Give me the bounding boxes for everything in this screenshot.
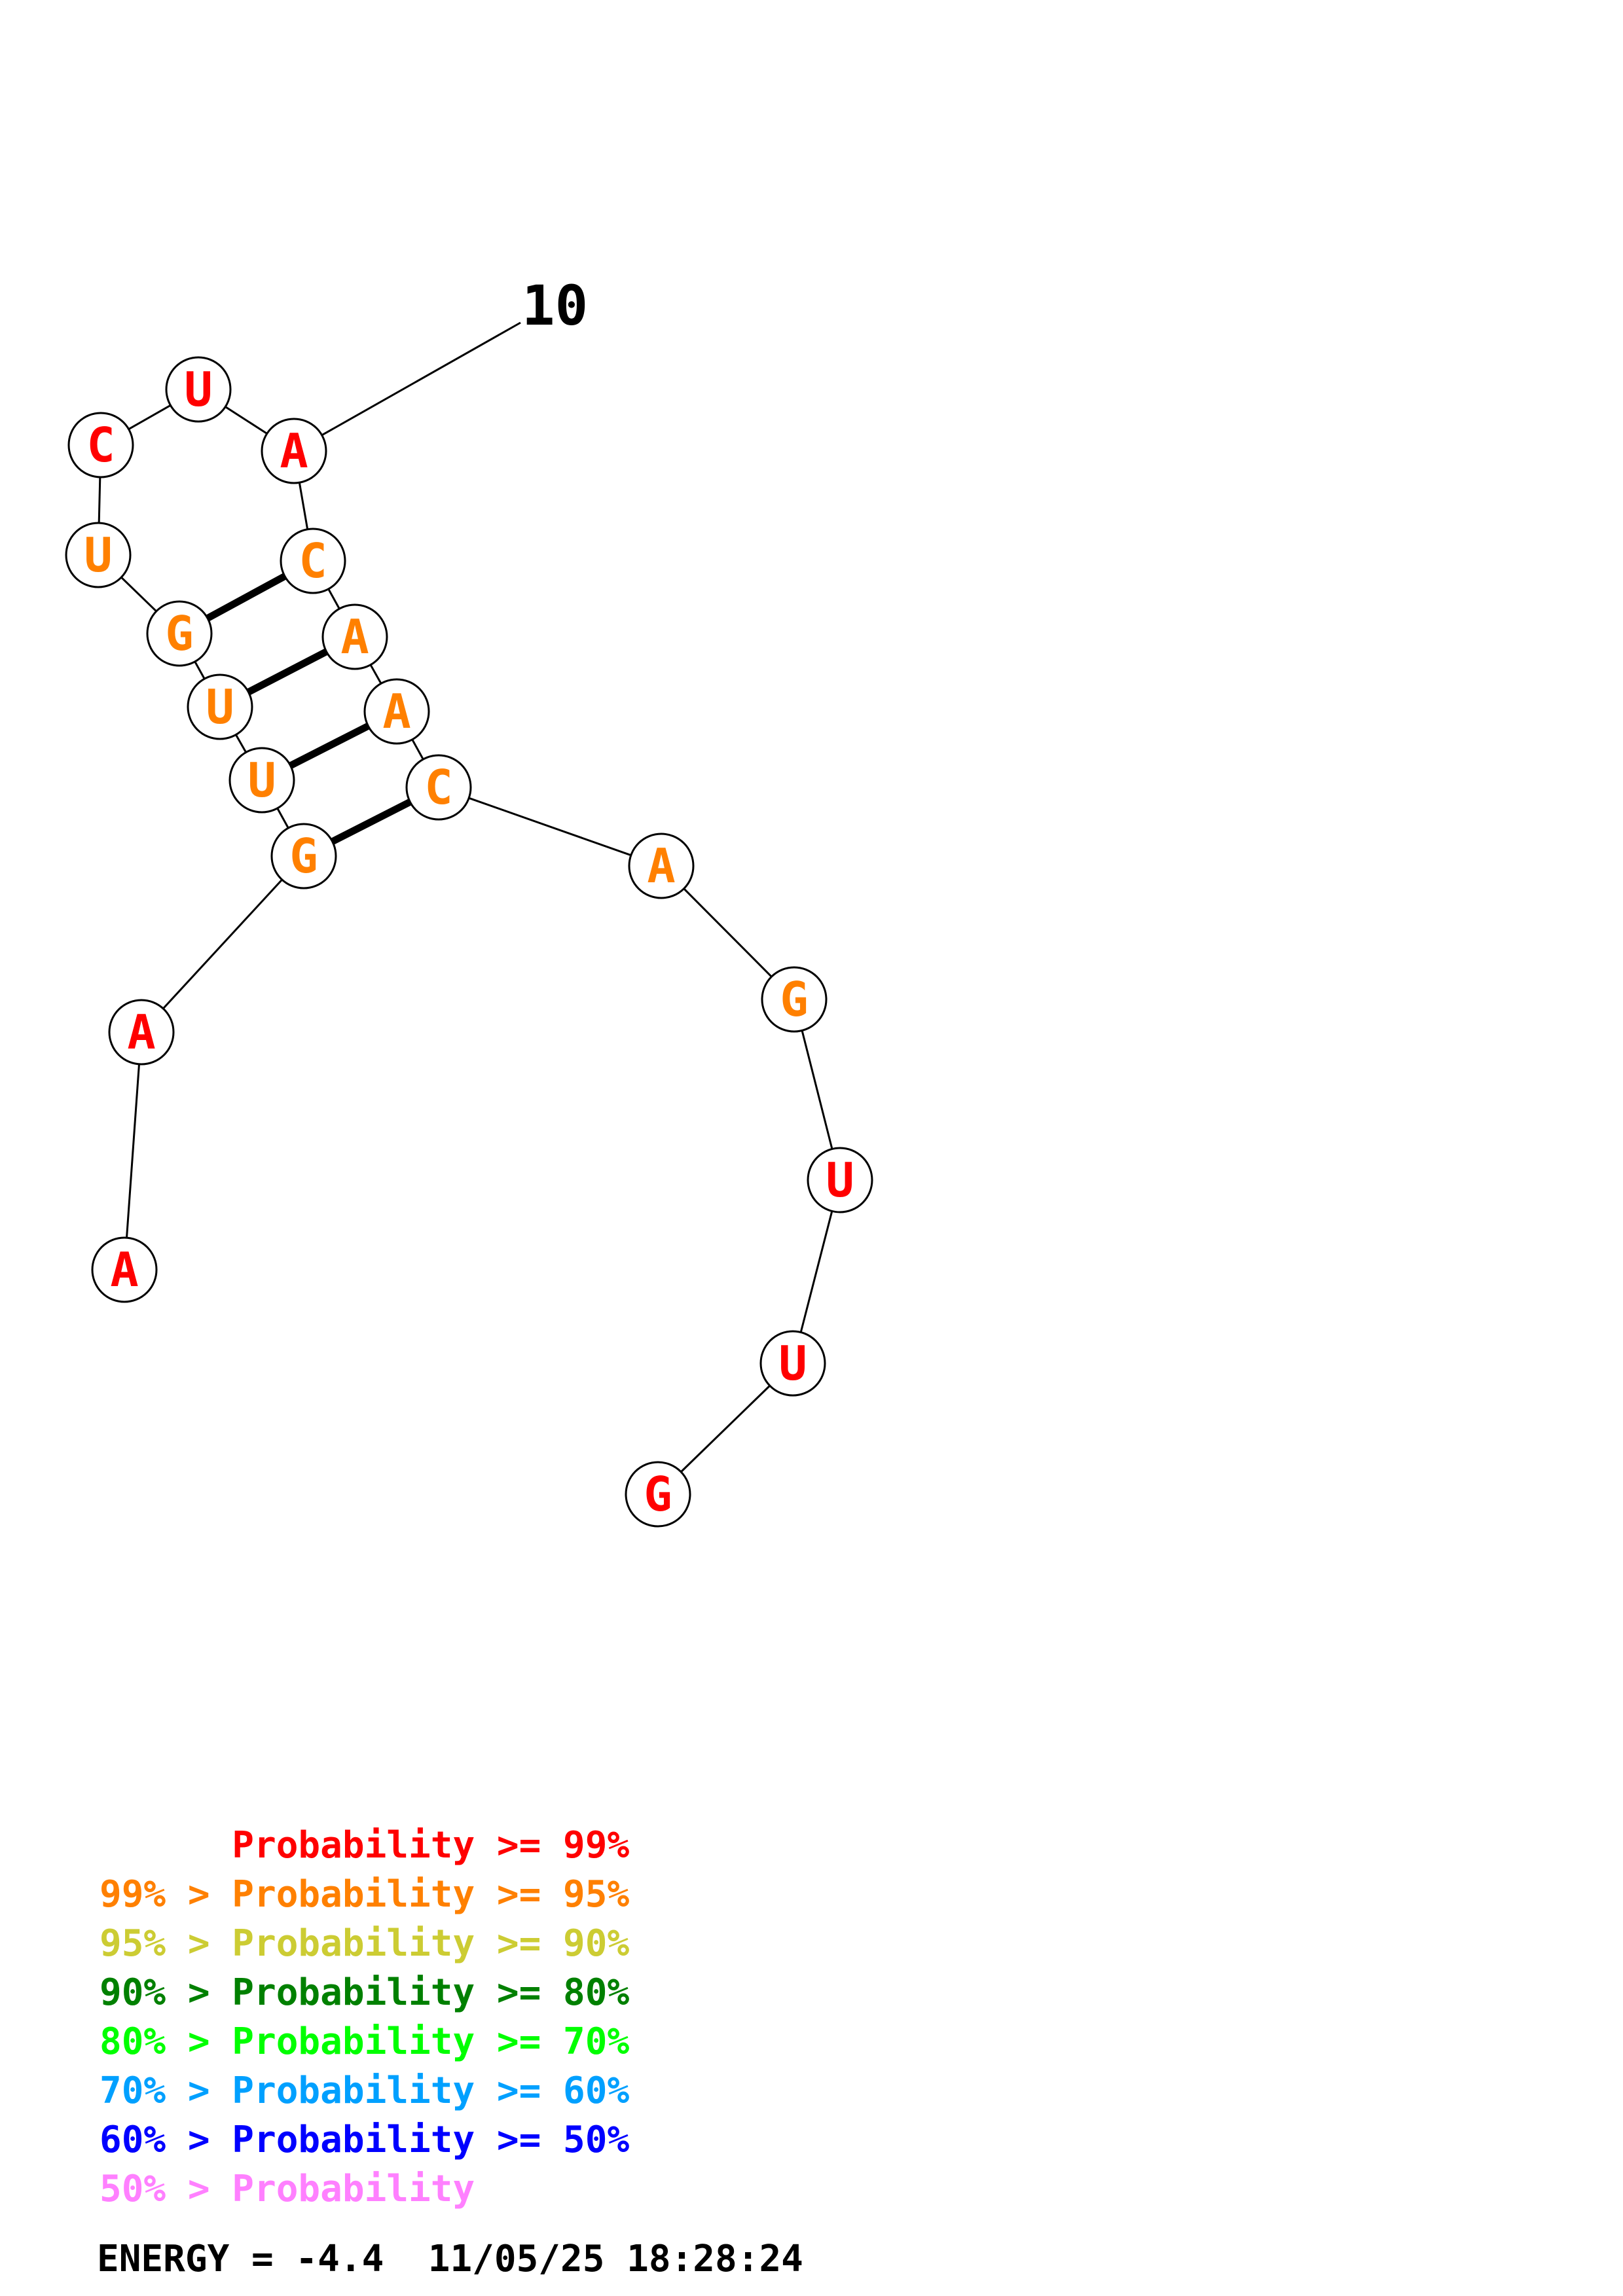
- nucleotide-circle: [807, 1147, 873, 1213]
- index-marker-label: 10: [522, 274, 588, 338]
- nucleotide-16: G: [761, 966, 828, 1033]
- backbone-link-12-13: [369, 664, 382, 685]
- backbone-link-10-11: [298, 482, 309, 529]
- nucleotide-15: A: [628, 833, 695, 899]
- legend-entry-2: 99% > Probability >= 95%: [100, 1873, 629, 1916]
- nucleotide-letter: A: [110, 1242, 138, 1297]
- nucleotide-letter: U: [826, 1153, 854, 1208]
- nucleotide-1: A: [91, 1236, 158, 1303]
- nucleotide-circle: [363, 678, 430, 745]
- nucleotide-letter: G: [165, 606, 193, 661]
- legend-entry-4: 90% > Probability >= 80%: [100, 1971, 629, 2014]
- nucleotide-7: U: [65, 522, 132, 588]
- base-pair-5-12: [246, 648, 329, 696]
- nucleotide-letter: U: [247, 753, 276, 808]
- backbone-link-5-6: [194, 661, 206, 679]
- energy-and-timestamp: ENERGY = -4.4 11/05/25 18:28:24: [97, 2238, 803, 2280]
- nucleotide-circle: [91, 1236, 158, 1303]
- nucleotide-letter: A: [340, 609, 369, 664]
- nucleotide-letter: C: [299, 533, 327, 588]
- nucleotide-8: C: [67, 412, 134, 478]
- nucleotide-circle: [108, 999, 175, 1066]
- backbone-layer: [98, 404, 833, 1473]
- backbone-link-6-7: [120, 576, 157, 613]
- nucleotide-letter: A: [127, 1005, 155, 1060]
- nucleotide-letter: A: [647, 838, 675, 893]
- nucleotide-circle: [628, 833, 695, 899]
- nucleotide-14: C: [405, 754, 472, 821]
- backbone-link-13-14: [411, 739, 424, 760]
- nucleotide-12: A: [321, 603, 388, 670]
- legend-entry-6: 70% > Probability >= 60%: [100, 2070, 629, 2112]
- nucleotide-4: U: [228, 747, 295, 814]
- backbone-link-15-16: [683, 888, 773, 978]
- backbone-link-17-18: [799, 1211, 833, 1333]
- nucleotide-10: A: [261, 418, 327, 484]
- base-pair-3-14: [331, 798, 412, 845]
- backbone-link-2-3: [162, 879, 283, 1009]
- nucleotide-circle: [405, 754, 472, 821]
- nucleotide-letter: U: [184, 362, 212, 417]
- backbone-link-1-2: [126, 1064, 140, 1238]
- nucleotide-letter: G: [644, 1467, 672, 1522]
- backbone-link-9-10: [225, 406, 268, 435]
- legend-entry-3: 95% > Probability >= 90%: [100, 1922, 629, 1965]
- nucleotide-13: A: [363, 678, 430, 745]
- nucleotide-19: G: [625, 1461, 691, 1528]
- nucleotide-circle: [65, 522, 132, 588]
- nucleotide-circle: [187, 673, 253, 740]
- index-marker-line: [321, 321, 521, 437]
- nucleotide-9: U: [165, 356, 232, 423]
- base-pair-layer: [206, 573, 412, 845]
- backbone-link-3-4: [276, 808, 289, 829]
- nucleotide-5: U: [187, 673, 253, 740]
- nucleotide-2: A: [108, 999, 175, 1066]
- nucleotide-letter: U: [84, 528, 112, 583]
- nucleotide-circle: [321, 603, 388, 670]
- base-pair-4-13: [289, 723, 370, 769]
- probability-legend: Probability >= 99% 99% > Probability >= 9…: [100, 1824, 629, 2210]
- backbone-link-7-8: [98, 476, 101, 524]
- legend-entry-5: 80% > Probability >= 70%: [100, 2020, 629, 2063]
- nucleotide-letter: U: [778, 1336, 807, 1391]
- nucleotide-letter: C: [86, 418, 115, 473]
- nucleotide-letter: G: [289, 829, 318, 884]
- nucleotide-circle: [165, 356, 232, 423]
- nucleotide-circle: [67, 412, 134, 478]
- backbone-link-14-15: [468, 797, 632, 857]
- nucleotide-17: U: [807, 1147, 873, 1213]
- nucleotide-letter: A: [280, 423, 308, 478]
- index-marker-layer: 10: [321, 274, 588, 437]
- backbone-link-11-12: [327, 588, 340, 609]
- nucleotide-circle: [625, 1461, 691, 1528]
- legend-entry-7: 60% > Probability >= 50%: [100, 2119, 629, 2161]
- nucleotide-circle: [280, 528, 346, 594]
- nucleotide-circle: [146, 600, 213, 667]
- nucleotide-3: G: [270, 823, 337, 889]
- nucleotide-circle: [759, 1330, 826, 1397]
- nucleotide-letter: U: [206, 679, 234, 734]
- nucleotide-11: C: [280, 528, 346, 594]
- nucleotide-circle: [228, 747, 295, 814]
- backbone-link-16-17: [801, 1030, 833, 1149]
- legend-entry-1: Probability >= 99%: [100, 1824, 629, 1867]
- legend-entry-8: 50% > Probability: [100, 2168, 475, 2210]
- nucleotide-circle: [761, 966, 828, 1033]
- base-pair-6-11: [206, 573, 287, 622]
- backbone-link-8-9: [128, 404, 172, 431]
- backbone-link-18-19: [680, 1385, 771, 1473]
- nucleotide-6: G: [146, 600, 213, 667]
- nucleotide-circle: [270, 823, 337, 889]
- nucleotide-letter: C: [424, 760, 452, 815]
- nucleotide-circle: [261, 418, 327, 484]
- backbone-link-4-5: [235, 734, 247, 753]
- nucleotide-18: U: [759, 1330, 826, 1397]
- nucleotide-letter: A: [382, 684, 410, 739]
- nucleotide-letter: G: [780, 972, 808, 1027]
